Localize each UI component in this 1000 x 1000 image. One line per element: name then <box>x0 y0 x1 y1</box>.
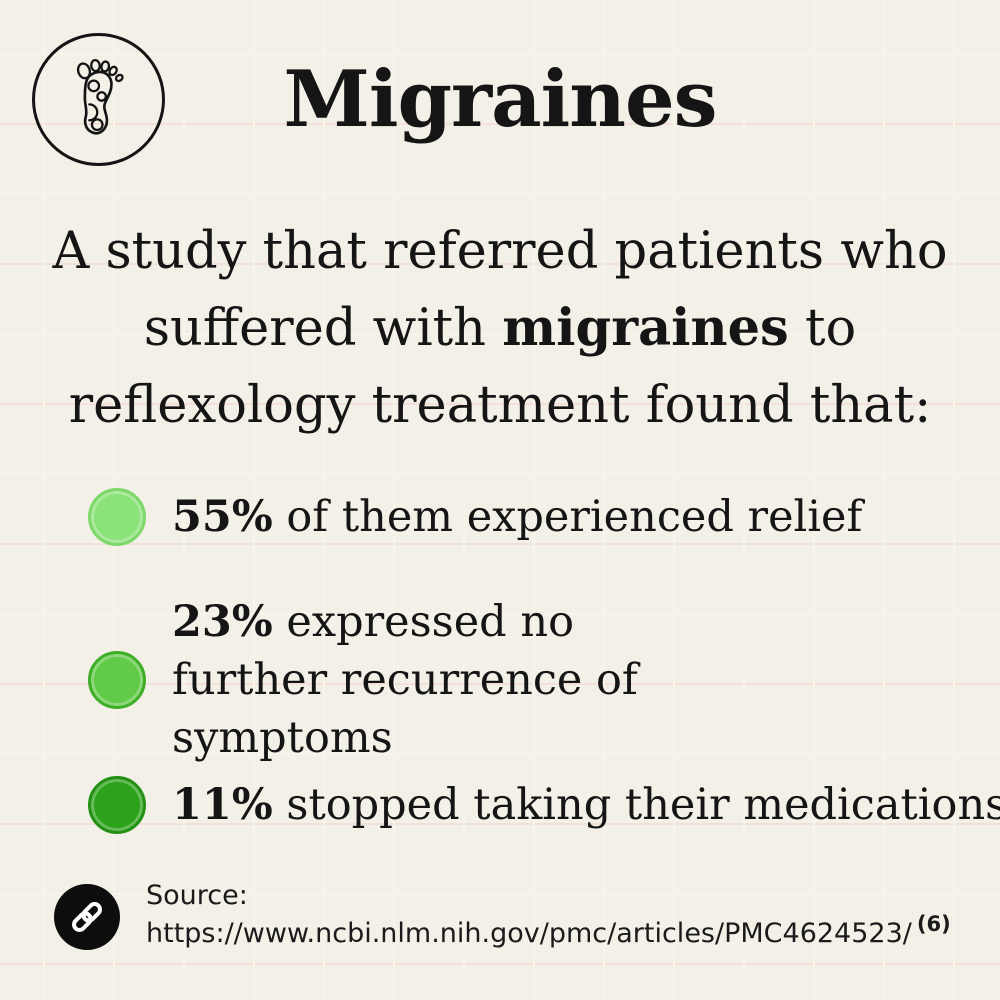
page-title: Migraines <box>283 54 717 145</box>
finding-row: 23% expressed no further recurrence of s… <box>88 593 732 767</box>
intro-line-2: suffered with migraines to <box>143 298 857 358</box>
reflexology-foot-icon <box>76 58 124 135</box>
source-url[interactable]: https://www.ncbi.nlm.nih.gov/pmc/article… <box>146 918 912 949</box>
finding-stat: 23% <box>172 597 273 647</box>
finding-label: expressed no further recurrence of sympt… <box>172 597 638 763</box>
link-icon <box>72 902 102 932</box>
finding-stat: 55% <box>172 492 273 542</box>
finding-text: 55% of them experienced relief <box>172 488 862 546</box>
finding-stat: 11% <box>172 780 273 830</box>
finding-label: stopped taking their medications <box>272 780 1000 830</box>
intro-line2-after: to <box>788 299 857 358</box>
bullet-dot <box>88 776 146 834</box>
finding-row: 11% stopped taking their medications <box>88 776 1000 834</box>
intro-line-1: A study that referred patients who <box>52 222 948 281</box>
source-block: Source: https://www.ncbi.nlm.nih.gov/pmc… <box>146 877 951 954</box>
bullet-dot <box>88 651 146 709</box>
intro-bold-word: migraines <box>502 298 789 358</box>
finding-text: 23% expressed no further recurrence of s… <box>172 593 732 767</box>
source-label: Source: <box>146 880 248 911</box>
intro-paragraph: A study that referred patients who suffe… <box>50 213 950 444</box>
bullet-dot <box>88 488 146 546</box>
finding-label: of them experienced relief <box>272 492 863 542</box>
citation-number: (6) <box>916 912 951 936</box>
finding-text: 11% stopped taking their medications <box>172 776 1000 834</box>
finding-row: 55% of them experienced relief <box>88 488 862 546</box>
intro-line-3: reflexology treatment found that: <box>68 376 932 435</box>
intro-line2-before: suffered with <box>143 299 503 358</box>
link-badge <box>54 884 120 950</box>
source-url-line: https://www.ncbi.nlm.nih.gov/pmc/article… <box>146 912 951 954</box>
reflexology-foot-badge <box>32 33 165 166</box>
